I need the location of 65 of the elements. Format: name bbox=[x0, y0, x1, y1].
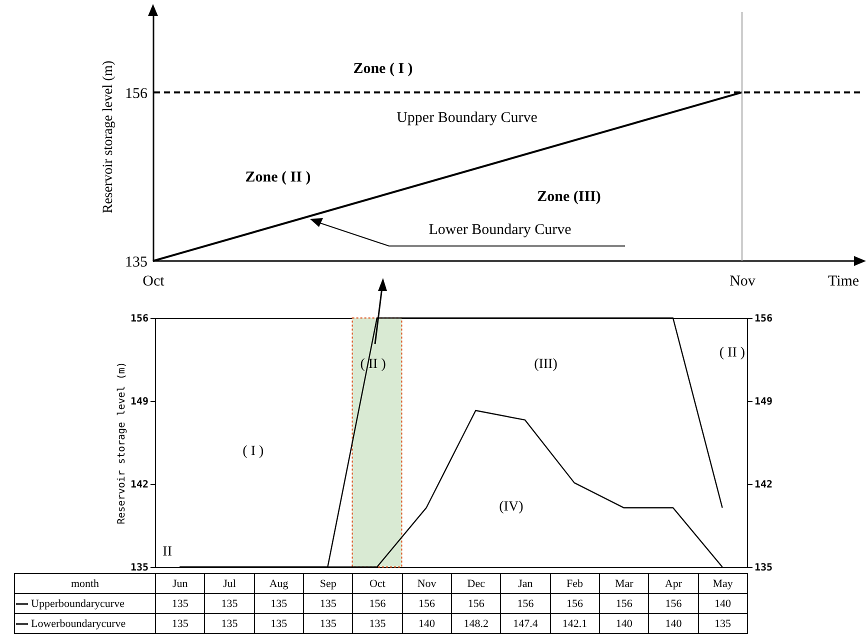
annotation: ( II ) bbox=[360, 357, 386, 372]
data-label: 135 bbox=[156, 614, 205, 634]
x-tick-label: May bbox=[698, 574, 748, 594]
y-tick-label: 156 bbox=[125, 86, 148, 102]
legend-label: Lowerboundarycurve bbox=[14, 614, 156, 634]
y-tick-label: 135 bbox=[125, 254, 148, 270]
y2-tick-label: 135 bbox=[754, 562, 773, 574]
y-tick-label: 135 bbox=[130, 562, 148, 574]
x-tick-label: Nov bbox=[730, 274, 756, 290]
annotation: ( I ) bbox=[242, 444, 264, 459]
data-label: 135 bbox=[698, 614, 748, 634]
x-axis-title: Time bbox=[828, 274, 860, 290]
data-label: 135 bbox=[254, 594, 304, 614]
y-tick-label: 149 bbox=[130, 396, 148, 408]
data-label: 135 bbox=[204, 614, 254, 634]
data-label: 140 bbox=[648, 614, 698, 634]
data-label: 156 bbox=[500, 594, 550, 614]
data-label: 147.4 bbox=[500, 614, 550, 634]
data-label: 156 bbox=[402, 594, 452, 614]
data-label: 156 bbox=[648, 594, 698, 614]
x-tick-label: Sep bbox=[303, 574, 353, 594]
y2-tick-label: 149 bbox=[754, 396, 773, 408]
annotation: (IV) bbox=[499, 500, 524, 515]
y-axis-title: Reservoir storage level (m) bbox=[101, 60, 116, 214]
data-label: 135 bbox=[156, 594, 205, 614]
data-label: 135 bbox=[352, 614, 402, 634]
y2-tick-label: 156 bbox=[754, 314, 773, 324]
annotation: Zone ( II ) bbox=[245, 170, 311, 186]
annotation: Upper Boundary Curve bbox=[396, 110, 538, 126]
data-label: 135 bbox=[254, 614, 304, 634]
data-label: 142.1 bbox=[550, 614, 600, 634]
x-tick-label: Nov bbox=[402, 574, 452, 594]
y2-tick-label: 142 bbox=[754, 480, 773, 490]
y-tick-label: 156 bbox=[130, 314, 148, 324]
x-tick-label: Aug bbox=[254, 574, 304, 594]
data-label: 135 bbox=[204, 594, 254, 614]
x-tick-label: Feb bbox=[550, 574, 600, 594]
data-label: 156 bbox=[599, 594, 649, 614]
x-tick-label: Apr bbox=[648, 574, 698, 594]
x-tick-label: Dec bbox=[451, 574, 501, 594]
x-tick-label: Mar bbox=[599, 574, 649, 594]
annotation: Zone (III) bbox=[537, 188, 601, 205]
data-label: 156 bbox=[451, 594, 501, 614]
annotation: ( II ) bbox=[719, 345, 746, 360]
annotation: Zone ( I ) bbox=[353, 61, 413, 78]
x-tick-label: Oct bbox=[352, 574, 402, 594]
annotation: II bbox=[162, 544, 172, 560]
annotation: Lower Boundary Curve bbox=[428, 222, 572, 238]
data-label: 140 bbox=[698, 594, 748, 614]
data-label: 140 bbox=[402, 614, 452, 634]
x-axis-title: month bbox=[14, 574, 156, 594]
y-tick-label: 142 bbox=[130, 480, 148, 490]
data-label: 148.2 bbox=[451, 614, 501, 634]
x-tick-label: Jan bbox=[500, 574, 550, 594]
data-label: 135 bbox=[303, 614, 353, 634]
data-label: 140 bbox=[599, 614, 649, 634]
annotation: (III) bbox=[534, 357, 558, 372]
data-label: 135 bbox=[303, 594, 353, 614]
x-tick-label: Oct bbox=[142, 274, 166, 290]
y-axis-title: Reservoir storage level (m) bbox=[116, 362, 128, 524]
data-label: 156 bbox=[550, 594, 600, 614]
x-tick-label: Jul bbox=[204, 574, 254, 594]
data-label: 156 bbox=[352, 594, 402, 614]
legend-label: Upperboundarycurve bbox=[14, 594, 156, 614]
x-tick-label: Jun bbox=[156, 574, 205, 594]
